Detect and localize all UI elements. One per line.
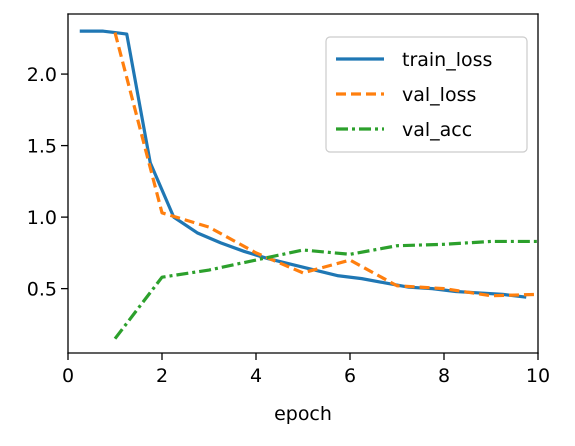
series-line-val-acc: [113, 239, 538, 340]
y-tick-label: 0.5: [27, 279, 57, 301]
x-tick-label: 0: [62, 365, 74, 387]
legend-label-val-loss: val_loss: [402, 84, 476, 106]
x-axis-label: epoch: [274, 403, 332, 425]
y-tick-label: 1.0: [27, 207, 57, 229]
axes-layer: [67, 13, 539, 354]
y-tick-label: 1.5: [27, 136, 57, 158]
ticks-layer: 0 2 4 6 8 10 0.5 1.0 1.5 2.0: [27, 64, 550, 387]
x-tick-label: 4: [250, 365, 262, 387]
x-tick-label: 2: [156, 365, 168, 387]
legend-label-val-acc: val_acc: [402, 119, 472, 141]
x-tick-label: 8: [438, 365, 450, 387]
series-line-val-loss: [113, 32, 539, 298]
x-tick-label: 10: [526, 365, 550, 387]
legend-box: [325, 36, 528, 153]
legend-label-train-loss: train_loss: [402, 49, 492, 71]
x-tick-label: 6: [344, 365, 356, 387]
y-tick-label: 2.0: [27, 64, 57, 86]
legend: train_loss val_loss val_acc: [325, 36, 528, 153]
